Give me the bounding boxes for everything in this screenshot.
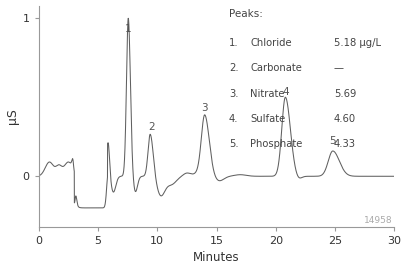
Text: 2: 2 xyxy=(148,122,155,132)
Text: 3.: 3. xyxy=(229,89,239,99)
Y-axis label: μS: μS xyxy=(6,108,19,124)
Text: 3: 3 xyxy=(201,103,208,113)
X-axis label: Minutes: Minutes xyxy=(193,251,240,264)
Text: 4: 4 xyxy=(282,87,289,97)
Text: Sulfate: Sulfate xyxy=(250,114,286,124)
Text: 4.: 4. xyxy=(229,114,239,124)
Text: Chloride: Chloride xyxy=(250,38,292,48)
Text: 5: 5 xyxy=(330,136,336,146)
Text: 5.18 μg/L: 5.18 μg/L xyxy=(334,38,381,48)
Text: Peaks:: Peaks: xyxy=(229,9,263,19)
Text: Phosphate: Phosphate xyxy=(250,139,303,150)
Text: —: — xyxy=(334,63,344,73)
Text: 1: 1 xyxy=(125,24,131,34)
Text: 2.: 2. xyxy=(229,63,239,73)
Text: 5.69: 5.69 xyxy=(334,89,357,99)
Text: Carbonate: Carbonate xyxy=(250,63,302,73)
Text: 4.60: 4.60 xyxy=(334,114,356,124)
Text: 1.: 1. xyxy=(229,38,239,48)
Text: 4.33: 4.33 xyxy=(334,139,356,150)
Text: 5.: 5. xyxy=(229,139,239,150)
Text: Nitrate: Nitrate xyxy=(250,89,285,99)
Text: 14958: 14958 xyxy=(364,216,393,225)
